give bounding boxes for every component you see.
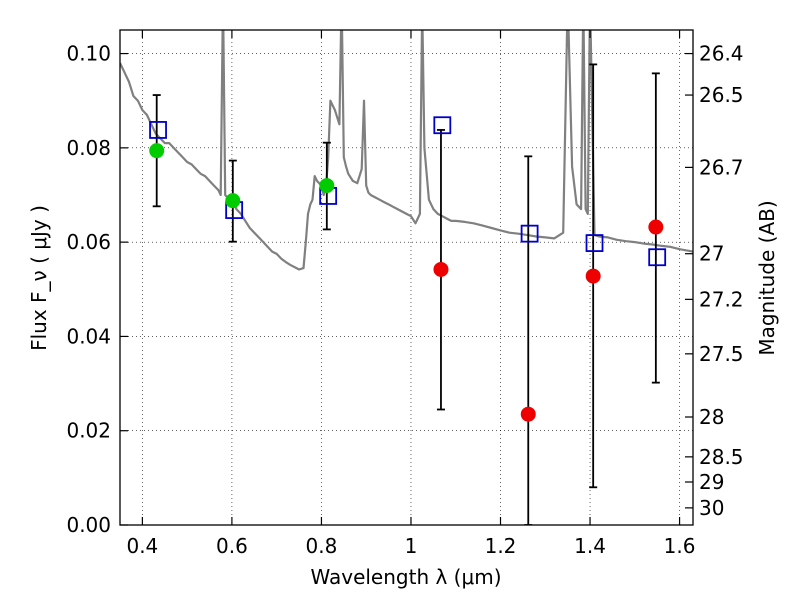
axis-ticks: 0.4 0.6 0.8 1 1.2 1.4 1.6 0.00 0.02 0.04 0.06 0.08 0…: [66, 30, 744, 558]
y-tick-label: 0.10: [66, 42, 111, 66]
mag-tick-label: 26.4: [699, 42, 744, 66]
y-tick-label: 0.08: [66, 136, 111, 160]
y-tick-label: 0.02: [66, 419, 111, 443]
mag-tick-label: 28: [699, 405, 724, 429]
y-tick-label: 0.06: [66, 230, 111, 254]
detection-point: [225, 193, 241, 209]
y-axis-label: Flux F_ν ( μJy ): [27, 205, 51, 351]
y-tick-label: 0.04: [66, 324, 111, 348]
y-tick-label: 0.00: [66, 513, 111, 537]
x-tick-label: 1.6: [664, 534, 696, 558]
mag-tick-label: 27.5: [699, 342, 744, 366]
mag-tick-label: 30: [699, 496, 724, 520]
mag-tick-label: 26.7: [699, 155, 744, 179]
x-tick-label: 1.4: [574, 534, 606, 558]
x-tick-label: 0.6: [216, 534, 248, 558]
nondetection-point: [433, 261, 449, 277]
model-flux-square: [585, 234, 604, 252]
mag-tick-label: 26.5: [699, 83, 744, 107]
model-flux-square: [433, 116, 452, 135]
x-tick-label: 1.2: [485, 534, 517, 558]
x-tick-label: 1: [405, 534, 418, 558]
y-axis-right-label: Magnitude (AB): [755, 200, 779, 355]
x-axis-label: Wavelength λ (μm): [310, 565, 501, 589]
plot-frame: [119, 29, 694, 526]
model-flux-square: [149, 121, 167, 139]
x-tick-label: 0.4: [126, 534, 158, 558]
model-flux-square: [520, 224, 539, 243]
y-axis-right-label-group: Magnitude (AB): [755, 200, 779, 355]
plot-area: [120, 30, 693, 525]
mag-tick-label: 27.2: [699, 287, 744, 311]
y-axis-label-group: Flux F_ν ( μJy ): [27, 205, 51, 351]
grid-lines: [120, 30, 693, 525]
nondetection-point: [648, 219, 664, 235]
mag-tick-label: 28.5: [699, 445, 744, 469]
x-tick-label: 0.8: [306, 534, 338, 558]
mag-tick-label: 27: [699, 242, 724, 266]
nondetection-point: [520, 406, 536, 422]
template-spectrum-line: [120, 30, 693, 271]
mag-tick-label: 29: [699, 470, 724, 494]
detection-point: [149, 143, 165, 159]
detection-point: [319, 178, 335, 194]
model-flux-square: [648, 248, 667, 267]
nondetection-point: [585, 268, 601, 284]
